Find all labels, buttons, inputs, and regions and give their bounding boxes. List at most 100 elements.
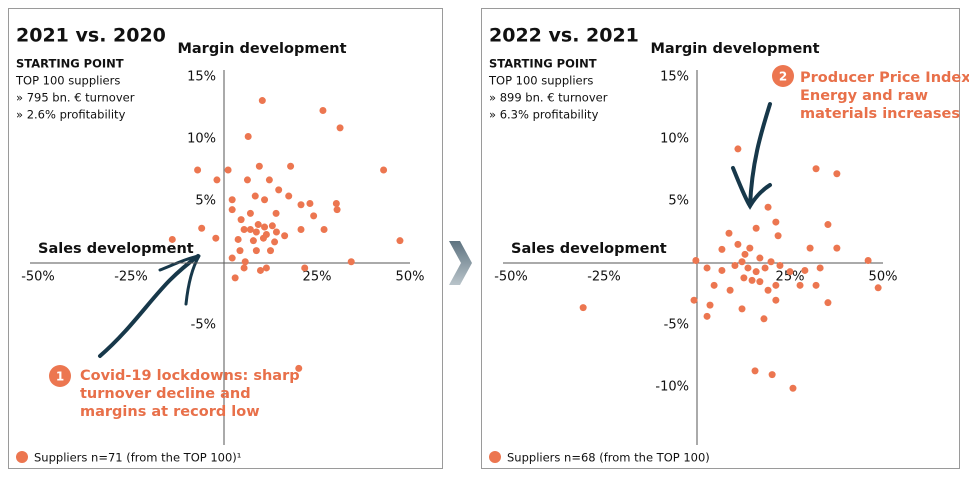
scatter-point <box>262 264 270 272</box>
scatter-point <box>240 226 248 234</box>
starting-point-line: » 6.3% profitability <box>489 108 599 122</box>
scatter-point <box>285 192 293 200</box>
scatter-point <box>738 305 746 313</box>
scatter-point <box>281 232 289 240</box>
legend-marker <box>489 451 501 463</box>
scatter-point <box>772 296 780 304</box>
scatter-point <box>268 222 276 230</box>
scatter-point <box>767 258 775 266</box>
scatter-point <box>726 286 734 294</box>
scatter-point <box>703 264 711 272</box>
scatter-point <box>252 228 260 236</box>
starting-point-line: » 795 bn. € turnover <box>16 91 135 105</box>
scatter-point <box>741 250 749 258</box>
y-tick-label: 10% <box>660 132 689 147</box>
scatter-point <box>272 209 280 217</box>
scatter-point <box>168 235 176 243</box>
chevron <box>449 241 472 285</box>
scatter-point <box>231 274 239 282</box>
scatter-point <box>789 384 797 392</box>
scatter-point <box>236 247 244 255</box>
x-tick-label: 25% <box>776 270 805 285</box>
scatter-point <box>756 254 764 262</box>
scatter-point <box>772 218 780 226</box>
scatter-point <box>256 266 264 274</box>
scatter-point <box>272 228 280 236</box>
arrow <box>731 102 772 210</box>
scatter-point <box>267 247 274 255</box>
starting-point-line: » 899 bn. € turnover <box>489 91 608 105</box>
scatter-point <box>254 221 262 229</box>
scatter-point <box>252 247 260 255</box>
scatter-point <box>824 221 832 229</box>
starting-point-line: TOP 100 suppliers <box>15 74 120 88</box>
y-tick-label: 10% <box>187 132 216 147</box>
starting-point-line: TOP 100 suppliers <box>488 74 593 88</box>
scatter-point <box>833 170 841 178</box>
scatter-point <box>764 203 772 211</box>
x-tick-label: -25% <box>587 270 621 285</box>
scatter-point <box>786 268 794 276</box>
legend-label: Suppliers n=71 (from the TOP 100)¹ <box>34 451 241 465</box>
scatter-point <box>271 238 279 246</box>
panel-title: 2021 vs. 2020 <box>16 25 166 47</box>
scatter-point <box>261 196 269 204</box>
scatter-point <box>874 284 882 292</box>
y-tick-label: 5% <box>668 194 689 209</box>
scatter-point <box>752 224 760 232</box>
annotation-text: Energy and raw <box>800 88 928 104</box>
x-axis-title: Sales development <box>38 241 194 257</box>
scatter-point <box>801 266 809 274</box>
x-axis-title: Sales development <box>511 241 667 257</box>
x-tick-label: -25% <box>114 270 148 285</box>
panel-frame <box>8 8 443 469</box>
scatter-point <box>734 145 742 153</box>
scatter-point <box>234 235 242 243</box>
scatter-point <box>301 264 309 272</box>
scatter-point <box>756 278 764 286</box>
scatter-point <box>812 165 820 173</box>
scatter-point <box>228 254 236 262</box>
scatter-point <box>310 212 318 220</box>
scatter-point <box>249 237 257 245</box>
scatter-point <box>261 223 269 231</box>
legend-marker <box>16 451 28 463</box>
scatter-point <box>751 367 759 375</box>
scatter-point <box>396 237 404 245</box>
scatter-point <box>761 264 769 272</box>
scatter-point <box>333 206 341 214</box>
scatter-point <box>198 224 206 232</box>
scatter-point <box>744 264 752 272</box>
annotation-text: Producer Price Index: <box>800 70 969 86</box>
scatter-point <box>228 206 236 214</box>
scatter-point <box>228 196 236 204</box>
scatter-point <box>297 201 305 209</box>
starting-point-heading: STARTING POINT <box>489 57 597 71</box>
y-tick-label: -10% <box>655 380 689 395</box>
scatter-point <box>332 199 340 207</box>
scatter-point <box>816 264 824 272</box>
scatter-point <box>703 312 711 320</box>
x-tick-label: -50% <box>494 270 528 285</box>
scatter-point <box>295 364 303 372</box>
scatter-point <box>213 176 221 184</box>
scatter-point <box>336 124 344 132</box>
scatter-point <box>246 226 254 234</box>
scatter-point <box>772 281 780 289</box>
scatter-point <box>275 186 283 194</box>
scatter-point <box>258 97 266 105</box>
scatter-point <box>237 216 245 224</box>
scatter-point <box>244 133 252 141</box>
scatter-point <box>824 299 832 307</box>
scatter-point <box>710 281 718 289</box>
scatter-point <box>319 106 327 114</box>
scatter-point <box>194 166 202 174</box>
scatter-point <box>692 257 700 265</box>
scatter-point <box>706 301 714 309</box>
scatter-point <box>734 240 742 248</box>
annotation-text: materials increases <box>800 106 960 122</box>
scatter-point <box>380 166 388 174</box>
scatter-point <box>760 315 768 323</box>
x-tick-label: -50% <box>21 270 55 285</box>
x-tick-label: 25% <box>303 270 332 285</box>
